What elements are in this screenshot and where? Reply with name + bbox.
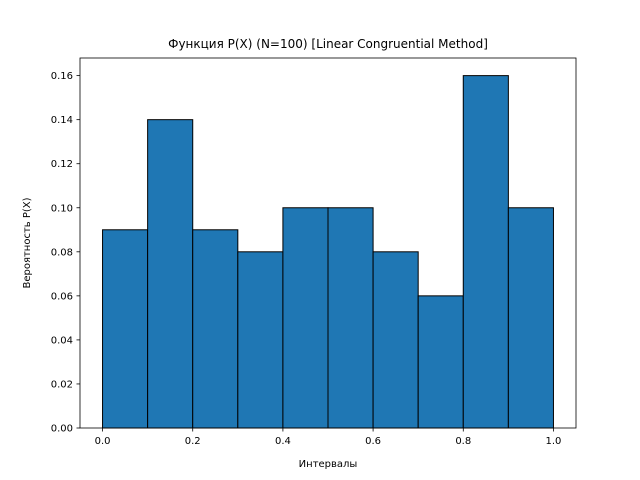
x-tick-label: 0.0: [95, 436, 111, 447]
histogram-bar-6: [327, 207, 374, 429]
y-tick-label: 0.14: [51, 115, 73, 126]
histogram-bar-1: [102, 229, 149, 429]
histogram-bar-9: [462, 75, 509, 429]
x-tick-label: 0.8: [455, 436, 471, 447]
y-tick-label: 0.10: [51, 203, 73, 214]
histogram-bar-4: [237, 251, 284, 429]
x-axis: 0.0 0.2 0.4 0.6 0.8 1.0: [95, 428, 562, 447]
y-tick-label: 0.12: [51, 159, 73, 170]
plot-frame: [79, 57, 577, 429]
histogram-bar-2: [147, 119, 194, 429]
histogram-bar-10: [507, 207, 554, 429]
y-tick-label: 0.16: [51, 71, 73, 82]
histogram-bar-8: [417, 295, 464, 429]
x-tick-label: 0.4: [275, 436, 291, 447]
y-tick-label: 0.00: [51, 424, 73, 435]
y-tick-label: 0.02: [51, 379, 73, 390]
y-tick-label: 0.04: [51, 335, 73, 346]
x-axis-label: Интервалы: [299, 459, 358, 470]
y-tick-label: 0.08: [51, 247, 73, 258]
x-tick-label: 0.2: [185, 436, 201, 447]
x-tick-label: 0.6: [365, 436, 381, 447]
histogram-bar-7: [372, 251, 419, 429]
chart-title: Функция P(X) (N=100) [Linear Congruentia…: [168, 37, 488, 51]
x-tick-label: 1.0: [546, 436, 562, 447]
y-tick-label: 0.06: [51, 291, 73, 302]
y-axis: 0.00 0.02 0.04 0.06 0.08 0.10 0.12 0.14 0.16: [51, 71, 80, 435]
y-axis-label: Вероятность P(X): [22, 197, 33, 288]
bars-group: [102, 75, 554, 429]
histogram-bar-3: [192, 229, 239, 429]
histogram-bar-5: [282, 207, 329, 429]
